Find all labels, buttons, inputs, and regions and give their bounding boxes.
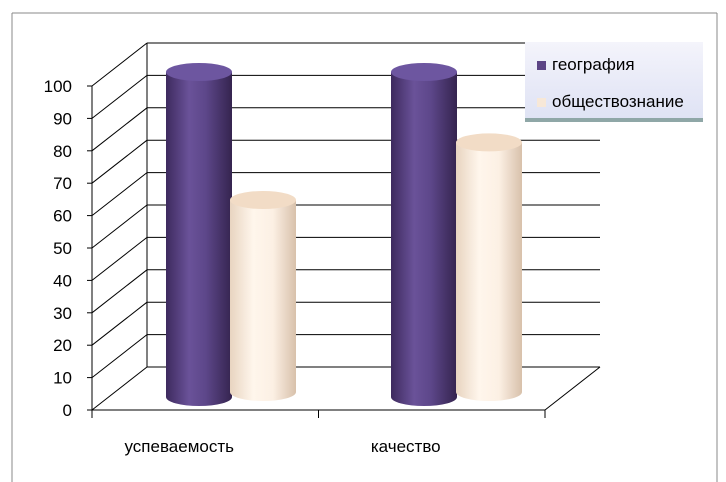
y-tick-label: 100: [44, 77, 72, 96]
gridline-diagonal: [91, 237, 148, 281]
y-tick-label: 80: [53, 142, 72, 161]
axes: [87, 43, 601, 418]
y-tick-label: 20: [53, 336, 72, 355]
floor-edge: [544, 366, 601, 411]
legend-swatch-1: [537, 97, 546, 107]
legend-item-1: обществознание: [537, 92, 684, 112]
y-tick-label: 0: [63, 401, 72, 420]
y-tick-label: 90: [53, 109, 72, 128]
gridline-diagonal: [91, 269, 148, 314]
bar-0-1: [391, 72, 457, 406]
y-tick-label: 60: [53, 207, 72, 226]
legend: география обществознание: [525, 42, 703, 122]
y-tick-label: 40: [53, 271, 72, 290]
y-tick-label: 70: [53, 174, 72, 193]
legend-item-0: география: [537, 55, 635, 75]
bar-top-0-0: [166, 63, 232, 81]
gridline-diagonal: [91, 301, 148, 346]
legend-label-0: география: [552, 55, 635, 74]
gridline-diagonal: [91, 75, 148, 119]
x-tick-label: успеваемость: [124, 437, 234, 456]
y-tick-label: 30: [53, 304, 72, 323]
legend-label-1: обществознание: [552, 92, 684, 111]
bars: [166, 63, 522, 406]
gridline-diagonal: [91, 172, 148, 216]
gridline-diagonal: [91, 334, 148, 378]
bar-top-0-1: [391, 63, 457, 81]
y-tick-label: 50: [53, 239, 72, 258]
bar-1-0: [230, 200, 296, 401]
y-tick-label: 10: [53, 369, 72, 388]
x-tick-label: качество: [371, 437, 441, 456]
bar-1-1: [456, 142, 522, 401]
bar-top-1-0: [230, 191, 296, 209]
gridline-diagonal: [91, 366, 148, 411]
gridline-diagonal: [91, 107, 148, 152]
gridline-diagonal: [91, 42, 148, 87]
legend-swatch-0: [537, 60, 546, 70]
gridline-diagonal: [91, 139, 148, 184]
tick-labels: 0 10 20 30 40 50 60 70 80 90 100 успеваемость качест…: [44, 77, 441, 456]
bar-0-0: [166, 72, 232, 406]
bar-top-1-1: [456, 133, 522, 152]
gridline-diagonal: [91, 204, 148, 249]
